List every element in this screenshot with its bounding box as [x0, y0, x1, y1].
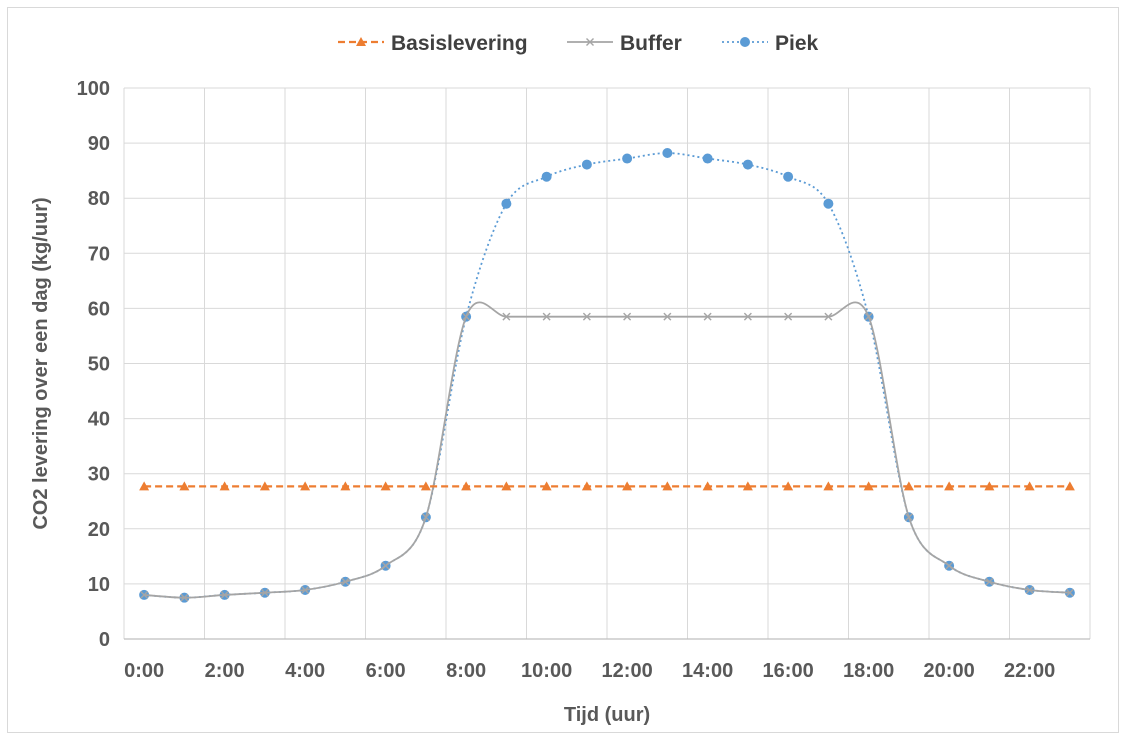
data-point [421, 513, 430, 522]
data-point [420, 481, 431, 491]
data-point [259, 481, 270, 491]
data-point [1064, 481, 1075, 491]
series-lines [139, 148, 1075, 603]
legend-marker [586, 38, 594, 46]
data-point [501, 481, 512, 491]
data-point [541, 171, 552, 182]
data-point [702, 481, 713, 491]
data-point [985, 577, 994, 586]
data-point [863, 481, 874, 491]
data-point [1025, 585, 1034, 594]
x-tick-label: 12:00 [602, 660, 653, 682]
x-tick-label: 4:00 [285, 660, 325, 682]
data-point [582, 312, 591, 321]
line-chart: 0 10 20 30 40 50 60 70 80 90 100 0:00 2:00 4:00 6:00 8:… [30, 32, 1091, 726]
y-tick-label: 70 [88, 243, 110, 265]
y-tick-label: 60 [88, 298, 110, 320]
data-point [179, 481, 190, 491]
data-point [944, 481, 955, 491]
data-point [945, 561, 954, 570]
data-point [703, 312, 712, 321]
data-point [300, 481, 311, 491]
data-point [381, 561, 390, 570]
gridlines [123, 87, 1091, 639]
data-point [784, 312, 793, 321]
data-point [622, 481, 633, 491]
data-point [502, 312, 511, 321]
x-tick-label: 20:00 [924, 660, 975, 682]
data-point [783, 481, 794, 491]
data-point [341, 577, 350, 586]
y-tick-label: 100 [77, 78, 110, 100]
data-point [541, 481, 552, 491]
x-tick-label: 8:00 [446, 660, 486, 682]
axes: 0 10 20 30 40 50 60 70 80 90 100 0:00 2:00 4:00 6:00 8:… [77, 78, 1090, 682]
data-point [380, 481, 391, 491]
x-tick-label: 0:00 [124, 660, 164, 682]
y-tick-label: 80 [88, 188, 110, 210]
data-point [663, 312, 672, 321]
data-point [260, 588, 269, 597]
legend-marker [356, 37, 366, 46]
data-point [743, 312, 752, 321]
data-point [340, 481, 351, 491]
data-point [180, 593, 189, 602]
data-point [783, 171, 794, 182]
data-point [542, 312, 551, 321]
data-point [823, 481, 834, 491]
x-axis-title: Tijd (uur) [564, 704, 650, 726]
legend: Basislevering Buffer Piek [338, 32, 819, 55]
legend-entry: Buffer [567, 32, 682, 55]
y-tick-label: 50 [88, 354, 110, 376]
data-point [461, 481, 472, 491]
data-point [823, 198, 834, 209]
x-tick-label: 10:00 [521, 660, 572, 682]
y-tick-label: 10 [88, 574, 110, 596]
data-point [219, 481, 230, 491]
x-tick-label: 14:00 [682, 660, 733, 682]
y-axis-title: CO2 levering over een dag (kg/uur) [30, 197, 52, 529]
data-point [462, 312, 471, 321]
x-tick-label: 2:00 [205, 660, 245, 682]
data-point [1024, 481, 1035, 491]
data-point [581, 481, 592, 491]
x-tick-label: 22:00 [1004, 660, 1055, 682]
data-point [662, 148, 673, 159]
data-point [742, 481, 753, 491]
data-point [662, 481, 673, 491]
legend-label: Piek [775, 32, 819, 55]
legend-entry: Piek [722, 32, 819, 55]
data-point [301, 585, 310, 594]
legend-entry: Basislevering [338, 32, 528, 55]
legend-label: Buffer [620, 32, 682, 55]
data-point [623, 312, 632, 321]
data-point [1065, 588, 1074, 597]
data-point [501, 198, 512, 209]
series-basislevering [139, 481, 1075, 491]
y-tick-label: 90 [88, 133, 110, 155]
data-point [742, 159, 753, 170]
series-buffer [140, 301, 1074, 602]
data-point [824, 312, 833, 321]
y-tick-label: 30 [88, 464, 110, 486]
x-tick-label: 16:00 [763, 660, 814, 682]
data-point [984, 481, 995, 491]
chart-frame: 0 10 20 30 40 50 60 70 80 90 100 0:00 2:00 4:00 6:00 8:… [7, 7, 1119, 733]
y-tick-label: 40 [88, 409, 110, 431]
x-tick-label: 6:00 [366, 660, 406, 682]
data-point [864, 312, 873, 321]
data-point [622, 153, 633, 164]
y-tick-label: 0 [99, 629, 110, 651]
data-point [702, 153, 713, 164]
data-point [140, 590, 149, 599]
data-point [581, 159, 592, 170]
data-point [903, 481, 914, 491]
legend-label: Basislevering [391, 32, 528, 55]
y-tick-label: 20 [88, 519, 110, 541]
x-tick-label: 18:00 [843, 660, 894, 682]
legend-marker [740, 37, 750, 47]
data-point [139, 481, 150, 491]
data-point [904, 513, 913, 522]
data-point [220, 590, 229, 599]
